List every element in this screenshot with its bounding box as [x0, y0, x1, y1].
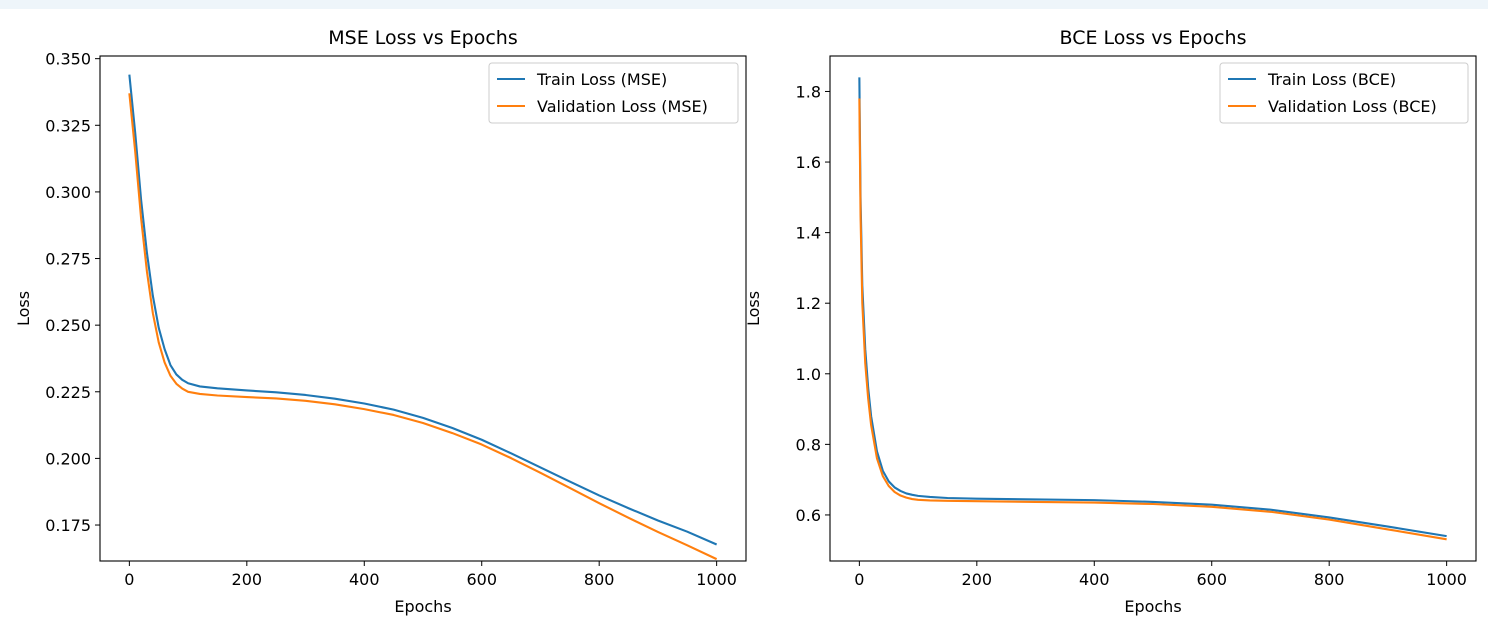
series-line-1 [128, 93, 718, 561]
y-tick-label: 1.2 [796, 294, 821, 313]
y-tick-label: 0.6 [796, 506, 821, 525]
series-line-1 [858, 98, 1447, 541]
y-tick-label: 0.300 [45, 183, 91, 202]
series-line-0 [128, 74, 718, 546]
mse-chart: MSE Loss vs Epochs 0 200 400 600 800 1000 0.175… [14, 27, 747, 616]
y-tick-label: 1.8 [796, 82, 821, 101]
legend-box [1219, 62, 1469, 124]
y-tick-label: 0.350 [45, 50, 91, 69]
legend: Train Loss (BCE) Validation Loss (BCE) [1219, 62, 1469, 124]
legend-label: Validation Loss (MSE) [537, 97, 708, 116]
x-axis-label: Epochs [394, 597, 451, 616]
x-axis-label: Epochs [1124, 597, 1181, 616]
y-tick-label: 1.4 [796, 224, 821, 243]
y-tick-label: 0.325 [45, 116, 91, 135]
y-tick-label: 1.6 [796, 153, 821, 172]
chart-title: BCE Loss vs Epochs [1060, 27, 1247, 49]
y-tick-label: 0.175 [45, 516, 91, 535]
y-tick-label: 0.275 [45, 250, 91, 269]
x-tick-label: 0 [124, 570, 134, 589]
legend-box [488, 62, 739, 124]
series-line-0 [858, 77, 1447, 538]
x-tick-label: 600 [1196, 570, 1227, 589]
x-tick-label: 1000 [1426, 570, 1467, 589]
y-tick-label: 0.200 [45, 449, 91, 468]
legend-label: Validation Loss (BCE) [1268, 97, 1437, 116]
y-tick-label: 0.225 [45, 383, 91, 402]
x-tick-label: 400 [349, 570, 380, 589]
y-tick-label: 1.0 [796, 365, 821, 384]
y-axis-label: Loss [744, 291, 763, 326]
y-axis-label: Loss [14, 291, 33, 326]
x-tick-label: 800 [584, 570, 615, 589]
chart-title: MSE Loss vs Epochs [328, 27, 517, 49]
top-band [0, 0, 1488, 9]
legend: Train Loss (MSE) Validation Loss (MSE) [488, 62, 739, 124]
y-tick-label: 0.250 [45, 316, 91, 335]
x-tick-label: 1000 [696, 570, 737, 589]
x-tick-label: 800 [1314, 570, 1345, 589]
x-tick-label: 200 [962, 570, 993, 589]
x-tick-label: 600 [466, 570, 497, 589]
y-tick-label: 0.8 [796, 435, 821, 454]
x-tick-label: 200 [232, 570, 263, 589]
legend-label: Train Loss (MSE) [536, 70, 667, 89]
plot-frame [99, 55, 747, 562]
legend-label: Train Loss (BCE) [1267, 70, 1396, 89]
plot-frame [829, 55, 1477, 562]
x-tick-label: 0 [854, 570, 864, 589]
x-tick-label: 400 [1079, 570, 1110, 589]
bce-chart: BCE Loss vs Epochs 0 200 400 600 800 1000 0.6 0.… [744, 27, 1477, 616]
